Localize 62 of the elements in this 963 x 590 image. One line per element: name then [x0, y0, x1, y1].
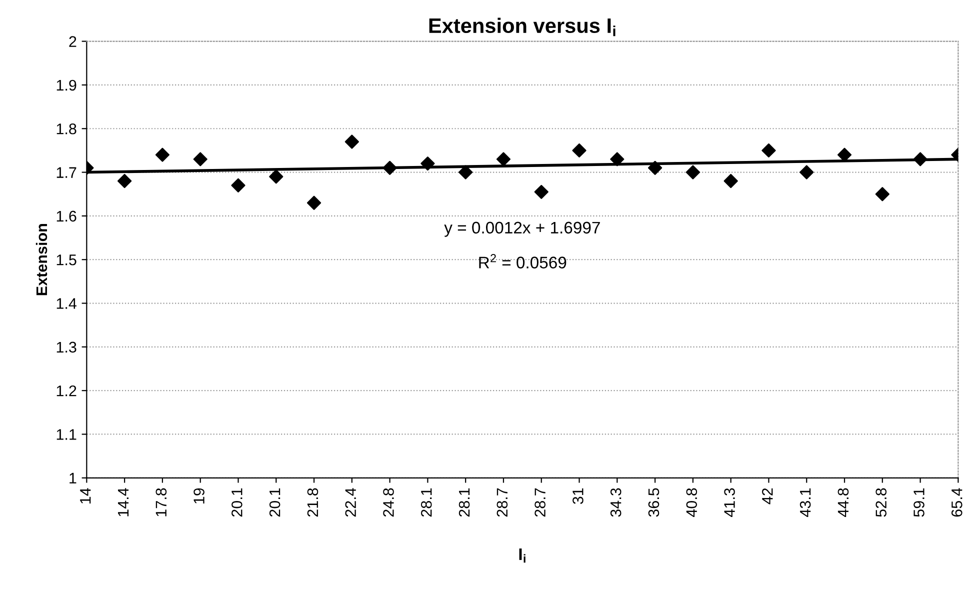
point — [420, 156, 435, 171]
y-tick-label: 1.7 — [56, 167, 76, 178]
x-tick-label: 41.3 — [724, 488, 735, 518]
x-tick-label: 44.8 — [838, 488, 849, 518]
point — [193, 152, 208, 166]
y-axis-title: Extension — [36, 224, 48, 296]
point — [118, 174, 132, 188]
x-tick-label: 43.1 — [800, 488, 811, 518]
point — [306, 196, 322, 210]
x-tick-label: 28.1 — [458, 488, 470, 517]
y-tick-label: 1.4 — [56, 298, 77, 309]
y-tick-label: 1 — [70, 472, 76, 484]
annotation: y = 0.0012x + 1.6997 — [444, 222, 600, 237]
annotation: R$^{2}$ = 0.0569 — [479, 254, 566, 268]
point — [913, 152, 928, 166]
point — [344, 134, 359, 149]
x-tick-label: 19 — [194, 488, 204, 504]
point — [269, 170, 284, 184]
x-tick-label: 31 — [572, 488, 584, 504]
x-tick-label: 22.4 — [345, 488, 356, 517]
y-tick-label: 1.3 — [56, 342, 76, 353]
chart-title: Extension versus I$_{i}$ — [429, 18, 616, 36]
point — [648, 160, 662, 175]
y-tick-label: 1.1 — [56, 429, 76, 440]
point — [762, 143, 776, 158]
point — [875, 187, 890, 202]
point — [382, 160, 397, 175]
x-tick-label: 40.8 — [686, 488, 698, 518]
x-tick-label: 17.8 — [156, 488, 167, 516]
point — [572, 143, 586, 158]
y-tick-label: 1.2 — [56, 385, 76, 396]
point — [231, 178, 246, 192]
x-tick-label: 34.3 — [610, 488, 622, 517]
x-tick-label: 36.5 — [648, 488, 660, 517]
x-tick-label: 14.4 — [118, 488, 129, 516]
x-tick-label: 52.8 — [876, 488, 886, 517]
y-tick-label: 1.9 — [56, 80, 76, 91]
point — [724, 174, 738, 188]
x-tick-label: 59.1 — [914, 488, 924, 517]
point — [496, 152, 511, 166]
x-tick-label: 20.1 — [232, 488, 242, 517]
x-tick-label: 42 — [762, 488, 773, 504]
x-tick-label: 28.7 — [496, 488, 508, 517]
y-tick-label: 2 — [69, 36, 76, 47]
point — [800, 165, 814, 180]
x-tick-label: 28.7 — [534, 488, 546, 517]
y-tick-label: 1.8 — [56, 123, 76, 134]
x-tick-label: 20.1 — [269, 488, 280, 517]
x-tick-label: 65.4 — [951, 488, 962, 517]
point — [458, 165, 473, 180]
x-tick-label: 21.8 — [307, 488, 318, 517]
point — [686, 165, 700, 180]
x-tick-label: 14 — [80, 488, 91, 504]
point — [155, 148, 170, 162]
point — [837, 148, 852, 162]
y-tick-label: 1.5 — [56, 254, 76, 266]
point — [610, 152, 624, 166]
y-tick-label: 1.6 — [56, 210, 76, 222]
point — [534, 184, 548, 199]
x-tick-label: 24.8 — [383, 488, 394, 517]
x-tick-label: 28.1 — [420, 488, 432, 517]
x-axis-title: I$_{i}$ — [519, 548, 526, 563]
